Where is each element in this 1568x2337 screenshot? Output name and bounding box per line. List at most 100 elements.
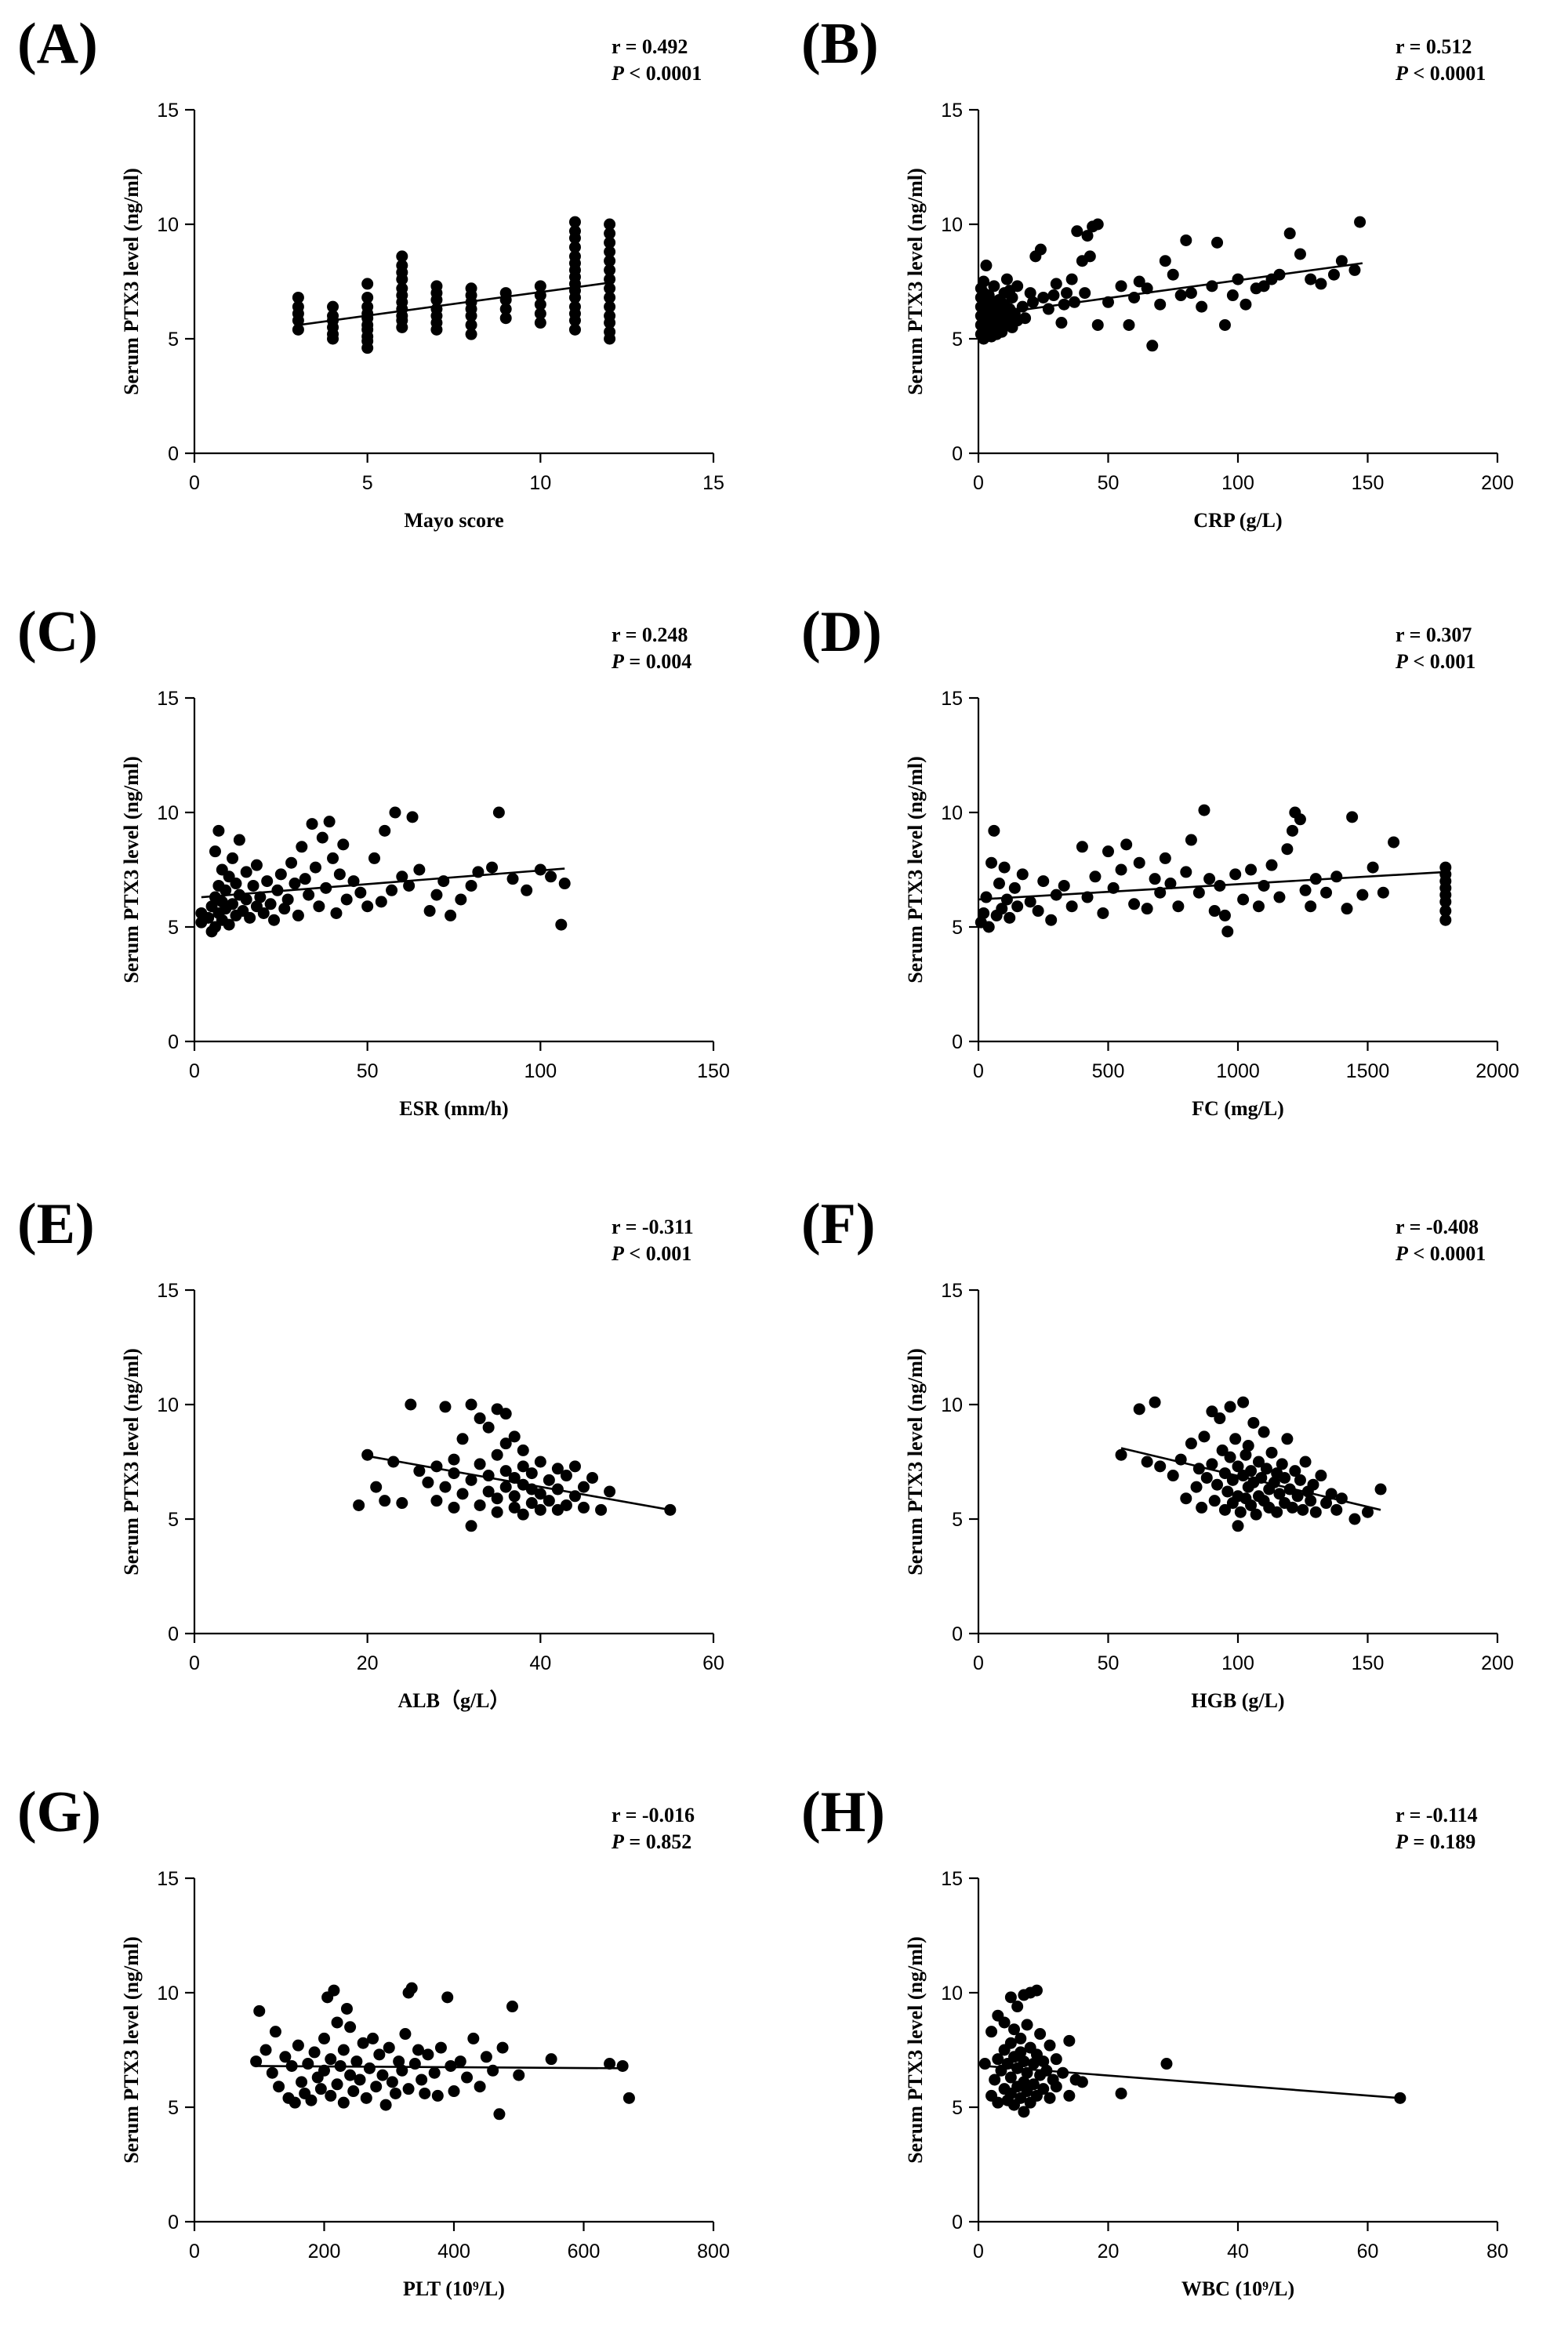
y-tick-label: 5 xyxy=(952,917,963,939)
y-tick-label: 15 xyxy=(157,1868,179,1890)
data-point xyxy=(296,2076,308,2088)
scatter-plot-svg: (A) r = 0.492 P < 0.0001 0 5 10 15 0 5 10 15 Mayo s… xyxy=(17,12,724,532)
data-point xyxy=(480,2051,492,2063)
x-tick-label: 20 xyxy=(1098,2241,1120,2262)
data-point xyxy=(1245,1499,1258,1511)
data-point xyxy=(517,1460,529,1473)
data-point xyxy=(1439,905,1452,918)
x-tick-label: 1000 xyxy=(1216,1060,1260,1082)
data-point xyxy=(558,878,571,890)
data-point xyxy=(543,1474,555,1486)
r-value-label: r = 0.512 xyxy=(1396,35,1472,58)
data-point xyxy=(363,2062,376,2074)
data-point xyxy=(240,893,252,906)
data-point xyxy=(474,1458,486,1470)
x-tick-label: 60 xyxy=(1357,2241,1379,2262)
data-point xyxy=(296,841,308,853)
data-point xyxy=(1063,2034,1076,2047)
y-tick-label: 5 xyxy=(952,2097,963,2119)
x-axis-title: FC (mg/L) xyxy=(1192,1097,1284,1120)
data-point xyxy=(604,310,616,322)
data-point xyxy=(989,2073,1001,2086)
data-point xyxy=(1258,280,1270,293)
data-point xyxy=(1281,1433,1294,1445)
data-point xyxy=(448,1467,460,1480)
data-point xyxy=(309,861,321,874)
data-point xyxy=(1097,907,1109,919)
data-point xyxy=(1089,870,1102,883)
scatter-panel-f: (F) r = -0.408 P < 0.0001 0 5 10 15 0 50 100 150 20… xyxy=(784,1180,1568,1749)
data-point xyxy=(240,866,252,878)
x-tick-label: 50 xyxy=(1098,472,1120,494)
data-point xyxy=(1226,289,1239,302)
x-tick-label: 100 xyxy=(1221,1652,1254,1674)
data-point xyxy=(1115,1448,1127,1461)
data-point xyxy=(1281,843,1294,856)
data-point xyxy=(1063,2089,1076,2102)
scatter-panel-c: (C) r = 0.248 P = 0.004 0 5 10 15 0 50 100 150 ESR … xyxy=(0,588,784,1157)
data-point xyxy=(1024,896,1036,908)
data-point xyxy=(1348,1513,1361,1525)
data-point xyxy=(1154,1460,1167,1473)
data-point xyxy=(454,2055,466,2068)
data-point xyxy=(223,918,235,931)
data-point xyxy=(1120,838,1133,851)
x-tick-label: 150 xyxy=(697,1060,730,1082)
data-point xyxy=(1287,1501,1299,1514)
r-value-label: r = -0.311 xyxy=(612,1216,694,1238)
data-point xyxy=(1341,903,1353,915)
data-point xyxy=(1081,230,1094,242)
data-point xyxy=(491,1506,503,1518)
data-point xyxy=(1011,280,1024,293)
data-point xyxy=(604,227,616,240)
data-point xyxy=(456,1433,469,1445)
data-point xyxy=(604,291,616,303)
data-point xyxy=(230,878,242,890)
data-point xyxy=(545,870,557,883)
y-axis-title: Serum PTX3 level (ng/ml) xyxy=(120,1936,143,2164)
data-point xyxy=(1232,1520,1244,1532)
regression-line xyxy=(978,870,1446,901)
data-point xyxy=(1367,861,1379,874)
data-point xyxy=(1141,903,1153,915)
data-point xyxy=(1091,318,1104,331)
data-point xyxy=(361,291,374,303)
scatter-panel-a: (A) r = 0.492 P < 0.0001 0 5 10 15 0 5 10 15 Mayo s… xyxy=(0,0,784,569)
y-tick-label: 10 xyxy=(157,214,179,236)
data-point xyxy=(439,1481,452,1493)
data-point xyxy=(545,2053,557,2066)
data-point xyxy=(1208,1495,1221,1507)
data-point xyxy=(1260,1463,1272,1475)
data-point xyxy=(1196,1501,1208,1514)
data-point xyxy=(1065,273,1078,285)
data-point xyxy=(1008,881,1021,894)
data-point xyxy=(396,260,408,272)
data-point xyxy=(493,2108,506,2121)
data-point xyxy=(1024,287,1036,300)
data-point xyxy=(292,323,304,336)
regression-line xyxy=(985,2065,1400,2099)
data-point xyxy=(318,2064,330,2077)
data-point xyxy=(486,861,499,874)
data-point xyxy=(988,280,1000,293)
p-symbol: P xyxy=(611,1242,625,1265)
data-point xyxy=(376,2069,389,2081)
data-point xyxy=(370,2081,383,2093)
panel-letter: (D) xyxy=(801,600,882,664)
data-point xyxy=(465,328,477,340)
data-point xyxy=(227,852,239,864)
data-point xyxy=(988,824,1000,837)
data-point xyxy=(1037,2083,1050,2095)
data-point xyxy=(209,845,221,858)
data-point xyxy=(303,889,315,901)
data-point xyxy=(560,1470,572,1482)
x-tick-label: 60 xyxy=(702,1652,724,1674)
data-point xyxy=(1279,1471,1291,1484)
y-axis-title: Serum PTX3 level (ng/ml) xyxy=(120,756,143,983)
data-point xyxy=(568,323,581,336)
data-point xyxy=(281,893,294,906)
p-value-text: = 0.004 xyxy=(624,650,691,673)
p-symbol: P xyxy=(611,62,625,85)
data-point xyxy=(1211,236,1224,249)
data-point xyxy=(333,868,346,881)
